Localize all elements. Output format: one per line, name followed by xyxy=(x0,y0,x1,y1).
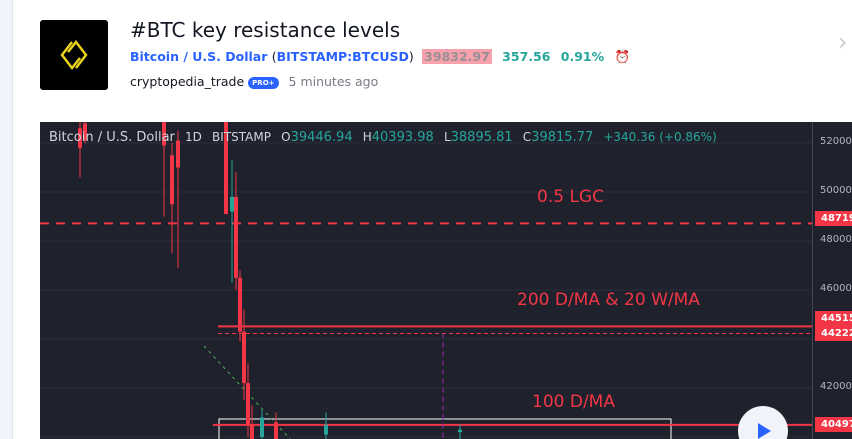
candle-body xyxy=(458,429,462,433)
legend-symbol: Bitcoin / U.S. Dollar xyxy=(49,130,175,145)
candle-body xyxy=(78,128,82,148)
candle-body xyxy=(238,277,242,332)
candle-body xyxy=(260,417,264,437)
candle-body xyxy=(162,122,166,146)
legend-low: 38895.81 xyxy=(450,130,513,145)
candle-body xyxy=(170,155,174,205)
annotation-200dma: 200 D/MA & 20 W/MA xyxy=(517,290,700,310)
chart-legend: Bitcoin / U.S. Dollar 1D BITSTAMP O39446… xyxy=(49,130,717,145)
price-change: 357.56 xyxy=(502,49,551,64)
author-link[interactable]: cryptopedia_trade xyxy=(130,74,245,89)
axis-tick: 50000. xyxy=(820,185,852,196)
price-axis[interactable]: 52000. 50000. 48000. 46000. 42000. 48719… xyxy=(812,122,852,439)
add-alert-icon[interactable]: ⏰ xyxy=(614,49,631,64)
symbol-name-link[interactable]: Bitcoin / U.S. Dollar xyxy=(130,49,268,64)
legend-interval: 1D xyxy=(185,130,202,144)
candle-body xyxy=(324,424,328,435)
left-sidebar xyxy=(0,0,13,439)
pro-badge: PRO+ xyxy=(248,76,279,89)
price-change-pct: 0.91% xyxy=(560,49,605,64)
axis-tick: 48000. xyxy=(820,234,852,245)
candle-body xyxy=(250,424,254,439)
symbol-line: Bitcoin / U.S. Dollar (BITSTAMP:BTCUSD) … xyxy=(130,49,631,64)
chevron-right-icon[interactable]: › xyxy=(838,28,848,56)
annotation-100dma: 100 D/MA xyxy=(532,392,615,412)
candle-body xyxy=(230,196,234,212)
price-tag: 40497. xyxy=(815,417,852,432)
idea-title: #BTC key resistance levels xyxy=(130,18,401,42)
publish-time: 5 minutes ago xyxy=(288,74,379,89)
price-tag: 48719. xyxy=(815,211,852,226)
candle-body xyxy=(83,123,87,141)
range-box xyxy=(218,418,672,439)
author-avatar[interactable] xyxy=(40,20,108,90)
play-button[interactable] xyxy=(738,406,788,439)
legend-change: +340.36 (+0.86%) xyxy=(603,130,717,144)
symbol-code-link[interactable]: BITSTAMP:BTCUSD xyxy=(276,49,409,64)
candle-body xyxy=(242,331,246,384)
legend-exchange: BITSTAMP xyxy=(212,130,271,144)
price-tag: 44515. xyxy=(815,311,852,326)
candle-body xyxy=(234,196,238,278)
chart-canvas xyxy=(40,122,812,439)
candle-body xyxy=(224,122,228,215)
legend-open: 39446.94 xyxy=(290,130,353,145)
author-line: cryptopedia_trade PRO+ 5 minutes ago xyxy=(130,74,378,89)
axis-tick: 52000. xyxy=(820,136,852,147)
candle-body xyxy=(274,422,278,439)
axis-tick: 46000. xyxy=(820,283,852,294)
candle-body xyxy=(246,383,250,425)
annotation-lgc: 0.5 LGC xyxy=(537,187,604,207)
price-tag: 44222. xyxy=(815,326,852,341)
candle-body xyxy=(176,140,180,168)
legend-high: 40393.98 xyxy=(371,130,434,145)
legend-close: 39815.77 xyxy=(531,130,594,145)
axis-tick: 42000. xyxy=(820,381,852,392)
last-price: 39832.97 xyxy=(422,49,492,64)
chart-area[interactable]: Bitcoin / U.S. Dollar 1D BITSTAMP O39446… xyxy=(40,122,852,439)
